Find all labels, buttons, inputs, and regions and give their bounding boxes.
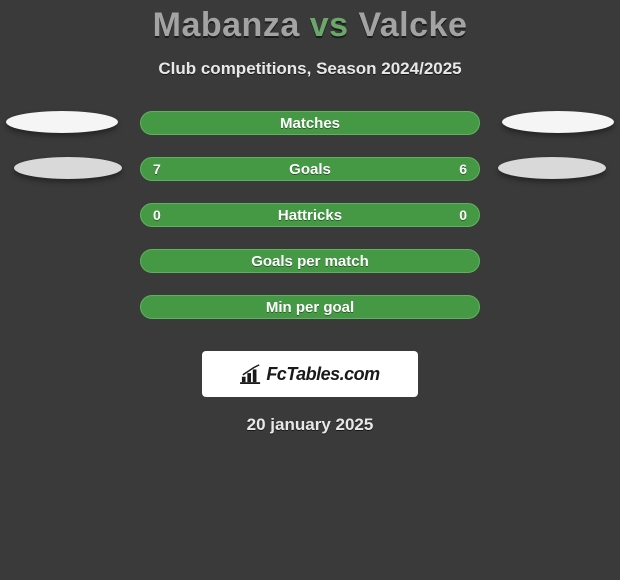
stat-row-goals: 7 Goals 6 [0, 157, 620, 203]
stat-pill: 0 Hattricks 0 [140, 203, 480, 227]
stat-label: Goals per match [251, 253, 369, 270]
right-value-ellipse [502, 111, 614, 133]
subtitle: Club competitions, Season 2024/2025 [0, 59, 620, 79]
stat-label: Min per goal [266, 299, 354, 316]
right-value-ellipse [498, 157, 606, 179]
left-value-ellipse [6, 111, 118, 133]
date-text: 20 january 2025 [0, 415, 620, 435]
stat-row-goals-per-match: Goals per match [0, 249, 620, 295]
player-right-name: Valcke [358, 6, 467, 44]
stat-label: Goals [289, 161, 331, 178]
stats-container: Matches 7 Goals 6 0 Hattricks 0 Goals pe… [0, 111, 620, 341]
title-vs: vs [310, 6, 349, 44]
stat-left-value: 0 [153, 207, 161, 223]
stat-left-value: 7 [153, 161, 161, 177]
stat-pill: Goals per match [140, 249, 480, 273]
stat-pill: Matches [140, 111, 480, 135]
stat-label: Matches [280, 115, 340, 132]
stat-row-matches: Matches [0, 111, 620, 157]
left-value-ellipse [14, 157, 122, 179]
stat-right-value: 0 [459, 207, 467, 223]
comparison-title: Mabanza vs Valcke [0, 0, 620, 45]
stat-pill: Min per goal [140, 295, 480, 319]
stat-right-value: 6 [459, 161, 467, 177]
stat-pill: 7 Goals 6 [140, 157, 480, 181]
brand-name: FcTables.com [266, 364, 379, 385]
bar-chart-icon [240, 364, 262, 384]
brand-link[interactable]: FcTables.com [202, 351, 418, 397]
stat-row-hattricks: 0 Hattricks 0 [0, 203, 620, 249]
stat-label: Hattricks [278, 207, 342, 224]
stat-row-min-per-goal: Min per goal [0, 295, 620, 341]
player-left-name: Mabanza [153, 6, 300, 44]
